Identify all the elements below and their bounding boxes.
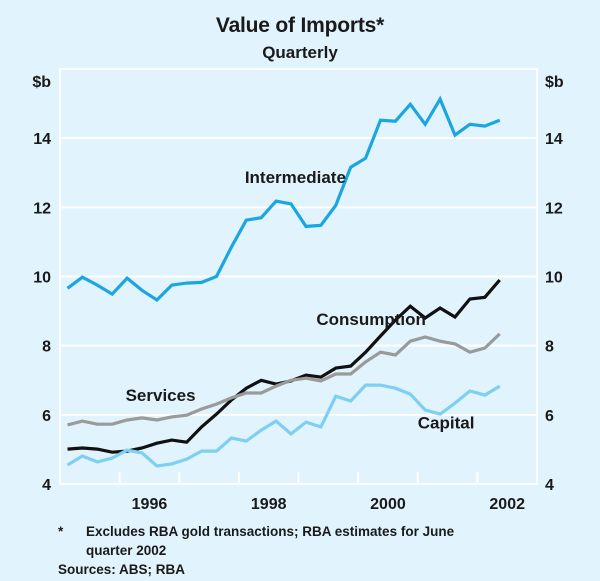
footnote-line-2: quarter 2002 xyxy=(86,543,167,558)
footnote-marker: * xyxy=(58,524,64,539)
x-tick-label: 2000 xyxy=(370,496,406,513)
footnote-line-1: Excludes RBA gold transactions; RBA esti… xyxy=(86,524,455,539)
y-tick-label-right: 8 xyxy=(545,339,554,356)
y-tick-label-left: 4 xyxy=(42,477,51,494)
series-labels: Intermediate Consumption Services Capital xyxy=(126,168,475,433)
series-line-intermediate xyxy=(66,95,501,303)
axes: 4 4 6 6 8 8 10 10 12 12 14 14 $b $b 1996 1998 2000 2002 xyxy=(32,74,564,513)
series-line-services xyxy=(67,332,501,427)
series-line-capital xyxy=(66,383,501,468)
series-lines xyxy=(66,95,501,468)
y-tick-label-right: 12 xyxy=(545,200,563,217)
y-tick-label-right: 4 xyxy=(545,477,554,494)
y-tick-label-left: 8 xyxy=(42,339,51,356)
x-tick-label: 1998 xyxy=(251,496,287,513)
y-axis-unit-right: $b xyxy=(545,74,564,91)
chart-subtitle: Quarterly xyxy=(262,43,338,62)
x-tick-label: 2002 xyxy=(489,496,525,513)
chart-title: Value of Imports* xyxy=(215,14,385,37)
y-axis-unit-left: $b xyxy=(32,74,51,91)
series-label-services: Services xyxy=(126,386,196,405)
y-tick-label-left: 10 xyxy=(33,270,51,287)
y-tick-label-left: 12 xyxy=(33,200,51,217)
y-tick-label-left: 14 xyxy=(33,131,51,148)
series-label-intermediate: Intermediate xyxy=(245,168,346,187)
sources-note: Sources: ABS; RBA xyxy=(58,562,186,577)
y-tick-label-right: 14 xyxy=(545,131,563,148)
y-tick-label-right: 6 xyxy=(545,408,554,425)
y-tick-label-left: 6 xyxy=(42,408,51,425)
gridlines xyxy=(59,68,538,485)
series-label-capital: Capital xyxy=(418,414,475,433)
series-label-consumption: Consumption xyxy=(316,310,426,329)
y-tick-label-right: 10 xyxy=(545,270,563,287)
x-tick-label: 1996 xyxy=(132,496,168,513)
